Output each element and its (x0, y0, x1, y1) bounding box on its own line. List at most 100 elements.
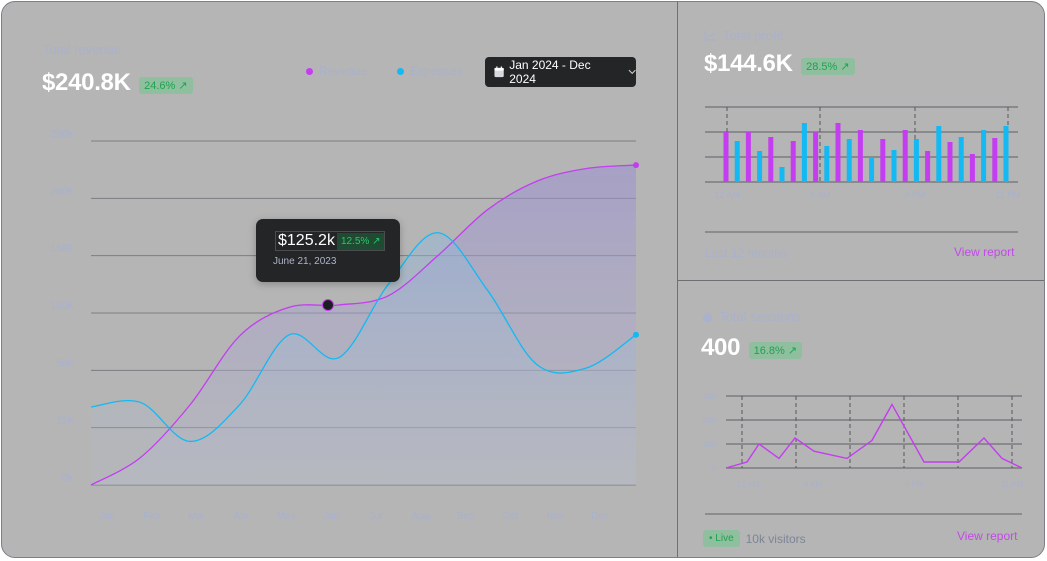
visitors-count: 10k visitors (745, 531, 806, 546)
bar-revenue (835, 123, 841, 182)
y-tick-label: 100K (51, 301, 75, 312)
bar-expenses (846, 139, 852, 182)
x-tick-label: Jan (99, 511, 115, 522)
stopwatch-icon (703, 311, 712, 322)
x-tick-label: Jul (370, 511, 383, 522)
profit-value: $144.6K (704, 50, 793, 77)
y-tick-label: 200 (703, 416, 717, 425)
sessions-value: 400 (701, 334, 741, 361)
line-expenses (90, 232, 637, 443)
chevron-down-icon (628, 69, 636, 75)
profit-summary: $144.6K 28.5% ↗ (704, 50, 855, 78)
bar-revenue (969, 154, 975, 182)
x-tick-label: 12 AM (737, 480, 760, 489)
y-tick-label: 100 (703, 440, 717, 449)
end-point-expenses (633, 331, 639, 338)
horizontal-divider (678, 280, 1044, 281)
revenue-title: Total revenue (43, 42, 122, 57)
y-tick-label: 0 (712, 464, 717, 473)
tooltip-change-badge: 12.5% ↗ (336, 232, 385, 250)
y-tick-label: 300 (703, 392, 717, 401)
legend-label-expenses: Expenses (410, 64, 463, 78)
bar-revenue (992, 138, 998, 182)
x-tick-label: Feb (143, 511, 161, 522)
bar-expenses (1003, 126, 1009, 182)
chart-tooltip: $125.2k 12.5% ↗ June 21, 2023 (256, 219, 400, 282)
revenue-summary: $240.8K 24.6% ↗ (42, 69, 193, 97)
date-range-picker[interactable]: Jan 2024 - Dec 2024 (485, 57, 636, 87)
x-tick-label: 11 PM (1001, 480, 1024, 489)
bar-revenue (880, 139, 886, 182)
legend-dot-revenue (306, 67, 313, 75)
bar-expenses (936, 126, 942, 182)
profit-title: Total profit (723, 28, 783, 43)
bar-expenses (958, 137, 964, 182)
vertical-divider (677, 2, 678, 557)
bar-expenses (869, 157, 875, 182)
bar-revenue (723, 132, 729, 182)
profit-change-badge: 28.5% ↗ (801, 58, 855, 76)
sessions-view-report-link[interactable]: View report (957, 529, 1018, 543)
revenue-chart: 0K 25K 50K 100K 150K 200K 250K Jan Feb Mar Apr May… (51, 129, 639, 522)
sessions-line-chart: 0 100 200 300 12 AM 8 AM 4 PM 11 PM (703, 392, 1024, 515)
profit-bar-chart: 12 AM 8 AM 4 PM 11 PM (705, 106, 1021, 233)
x-tick-label: Dec (591, 511, 609, 522)
bar-revenue (857, 130, 863, 182)
chart-icon (704, 30, 716, 41)
tooltip-value-row: $125.2k 12.5% ↗ (275, 231, 386, 251)
bar-expenses (801, 123, 807, 182)
live-badge: • Live (703, 530, 740, 547)
y-tick-label: 25K (56, 416, 74, 427)
x-tick-label: 11 PM (995, 190, 1020, 200)
end-point-revenue (633, 162, 639, 169)
sessions-change-badge: 16.8% ↗ (748, 342, 803, 360)
bar-revenue (902, 130, 908, 182)
x-tick-label: Aug (412, 511, 430, 522)
bar-revenue (925, 151, 931, 182)
bar-revenue (813, 132, 819, 182)
legend-label-revenue: Revenue (319, 64, 368, 78)
profit-view-report-link[interactable]: View report (954, 245, 1015, 259)
x-tick-label: Oct (503, 511, 519, 522)
profit-header: Total profit (704, 28, 783, 43)
bar-expenses (913, 139, 919, 182)
tooltip-value: $125.2k (278, 232, 335, 249)
legend-dot-expenses (397, 67, 405, 75)
revenue-change-badge: 24.6% ↗ (139, 77, 193, 95)
x-tick-label: 8 AM (804, 480, 823, 489)
y-tick-label: 200K (51, 186, 75, 197)
x-tick-label: Nov (546, 511, 564, 522)
y-tick-label: 50K (56, 358, 74, 369)
legend: Revenue Expenses (306, 64, 463, 78)
bar-revenue (947, 142, 953, 182)
y-tick-label: 150K (51, 244, 75, 255)
bar-expenses (734, 141, 740, 182)
bar-expenses (981, 130, 987, 182)
revenue-value: $240.8K (42, 69, 131, 96)
line-sessions (725, 402, 1023, 469)
bar-revenue (745, 132, 751, 182)
bar-revenue (790, 141, 796, 182)
bar-expenses (757, 151, 763, 182)
x-tick-label: Jun (323, 511, 339, 522)
x-tick-label: 4 PM (904, 190, 925, 200)
y-tick-label: 0K (62, 473, 75, 484)
calendar-icon (494, 66, 504, 78)
sessions-footer: • Live 10k visitors (703, 530, 806, 547)
x-tick-label: May (277, 511, 296, 522)
bar-expenses (891, 150, 897, 182)
area-expenses (91, 232, 636, 485)
highlight-point (322, 298, 334, 311)
x-tick-label: Sep (457, 511, 475, 522)
x-tick-label: Apr (234, 511, 250, 522)
tooltip-date: June 21, 2023 (273, 256, 337, 267)
date-range-label: Jan 2024 - Dec 2024 (509, 58, 591, 86)
sessions-summary: 400 16.8% ↗ (701, 334, 803, 362)
sessions-header: Total sessions (702, 309, 801, 324)
bar-expenses (824, 146, 830, 182)
y-tick-label: 250K (51, 129, 75, 140)
sessions-title: Total sessions (719, 309, 801, 324)
bar-expenses (779, 167, 785, 182)
x-tick-label: 12 AM (714, 190, 740, 200)
